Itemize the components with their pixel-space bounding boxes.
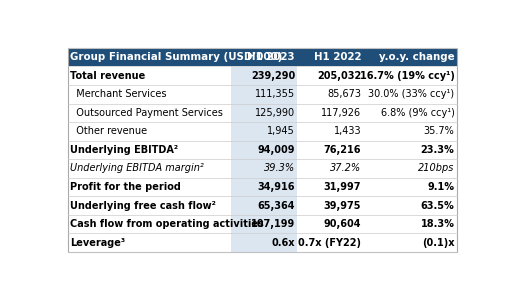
Text: 0.7x (FY22): 0.7x (FY22)	[298, 238, 361, 248]
Text: H1 2023: H1 2023	[247, 52, 295, 62]
Text: 30.0% (33% ccy¹): 30.0% (33% ccy¹)	[368, 89, 455, 99]
Text: 111,355: 111,355	[255, 89, 295, 99]
Bar	[231, 67, 297, 85]
Bar	[68, 48, 231, 67]
Bar	[231, 85, 297, 103]
Bar	[68, 85, 231, 103]
Bar	[364, 215, 457, 233]
Text: Group Financial Summary (USD’000): Group Financial Summary (USD’000)	[70, 52, 283, 62]
Text: 37.2%: 37.2%	[330, 163, 361, 173]
Text: Underlying EBITDA margin²: Underlying EBITDA margin²	[70, 163, 204, 173]
Text: 90,604: 90,604	[324, 219, 361, 229]
Bar	[231, 103, 297, 122]
Bar	[364, 159, 457, 178]
Bar	[297, 215, 364, 233]
Text: (0.1)x: (0.1)x	[422, 238, 455, 248]
Bar	[297, 48, 364, 67]
Text: 0.6x: 0.6x	[271, 238, 295, 248]
Bar	[231, 159, 297, 178]
Text: 18.3%: 18.3%	[420, 219, 455, 229]
Text: Outsourced Payment Services: Outsourced Payment Services	[70, 108, 223, 118]
Text: Profit for the period: Profit for the period	[70, 182, 181, 192]
Bar	[364, 48, 457, 67]
Text: 1,945: 1,945	[267, 126, 295, 136]
Bar	[68, 159, 231, 178]
Bar	[364, 122, 457, 141]
Bar	[297, 196, 364, 215]
Bar	[364, 67, 457, 85]
Text: Total revenue: Total revenue	[70, 71, 145, 81]
Text: 31,997: 31,997	[324, 182, 361, 192]
Bar	[364, 196, 457, 215]
Bar	[297, 85, 364, 103]
Bar	[297, 178, 364, 196]
Text: 65,364: 65,364	[258, 200, 295, 211]
Text: 6.8% (9% ccy¹): 6.8% (9% ccy¹)	[380, 108, 455, 118]
Text: Cash flow from operating activities: Cash flow from operating activities	[70, 219, 264, 229]
Text: 23.3%: 23.3%	[421, 145, 455, 155]
Bar	[364, 141, 457, 159]
Bar	[68, 122, 231, 141]
Text: 94,009: 94,009	[258, 145, 295, 155]
Text: 35.7%: 35.7%	[424, 126, 455, 136]
Text: 39.3%: 39.3%	[264, 163, 295, 173]
Text: 63.5%: 63.5%	[421, 200, 455, 211]
Bar	[364, 103, 457, 122]
Text: H1 2022: H1 2022	[314, 52, 361, 62]
Text: 76,216: 76,216	[324, 145, 361, 155]
Bar	[297, 103, 364, 122]
Bar	[68, 141, 231, 159]
Text: 16.7% (19% ccy¹): 16.7% (19% ccy¹)	[359, 71, 455, 81]
Text: 39,975: 39,975	[324, 200, 361, 211]
Bar	[231, 233, 297, 252]
Text: 1,433: 1,433	[333, 126, 361, 136]
Text: 210bps: 210bps	[418, 163, 455, 173]
Bar	[68, 67, 231, 85]
Text: 239,290: 239,290	[251, 71, 295, 81]
Text: 9.1%: 9.1%	[428, 182, 455, 192]
Text: Other revenue: Other revenue	[70, 126, 147, 136]
Text: 34,916: 34,916	[258, 182, 295, 192]
Bar	[364, 85, 457, 103]
Bar	[68, 178, 231, 196]
Bar	[68, 103, 231, 122]
Bar	[68, 196, 231, 215]
Text: 107,199: 107,199	[251, 219, 295, 229]
Bar	[297, 122, 364, 141]
Text: 205,032: 205,032	[317, 71, 361, 81]
Text: y.o.y. change: y.o.y. change	[379, 52, 455, 62]
Bar	[297, 67, 364, 85]
Bar	[231, 141, 297, 159]
Bar	[68, 233, 231, 252]
Text: 85,673: 85,673	[327, 89, 361, 99]
Bar	[297, 233, 364, 252]
Bar	[297, 159, 364, 178]
Bar	[297, 141, 364, 159]
Bar	[364, 233, 457, 252]
Bar	[231, 122, 297, 141]
Text: Underlying EBITDA²: Underlying EBITDA²	[70, 145, 179, 155]
Bar	[364, 178, 457, 196]
Bar	[231, 178, 297, 196]
Bar	[231, 215, 297, 233]
Text: 125,990: 125,990	[255, 108, 295, 118]
Text: 117,926: 117,926	[321, 108, 361, 118]
Bar	[68, 215, 231, 233]
Text: Underlying free cash flow²: Underlying free cash flow²	[70, 200, 216, 211]
Text: Merchant Services: Merchant Services	[70, 89, 167, 99]
Bar	[231, 48, 297, 67]
Text: Leverage³: Leverage³	[70, 238, 125, 248]
Bar	[231, 196, 297, 215]
